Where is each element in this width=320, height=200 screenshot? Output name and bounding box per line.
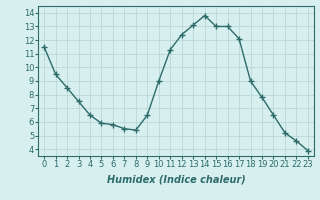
X-axis label: Humidex (Indice chaleur): Humidex (Indice chaleur) xyxy=(107,175,245,185)
